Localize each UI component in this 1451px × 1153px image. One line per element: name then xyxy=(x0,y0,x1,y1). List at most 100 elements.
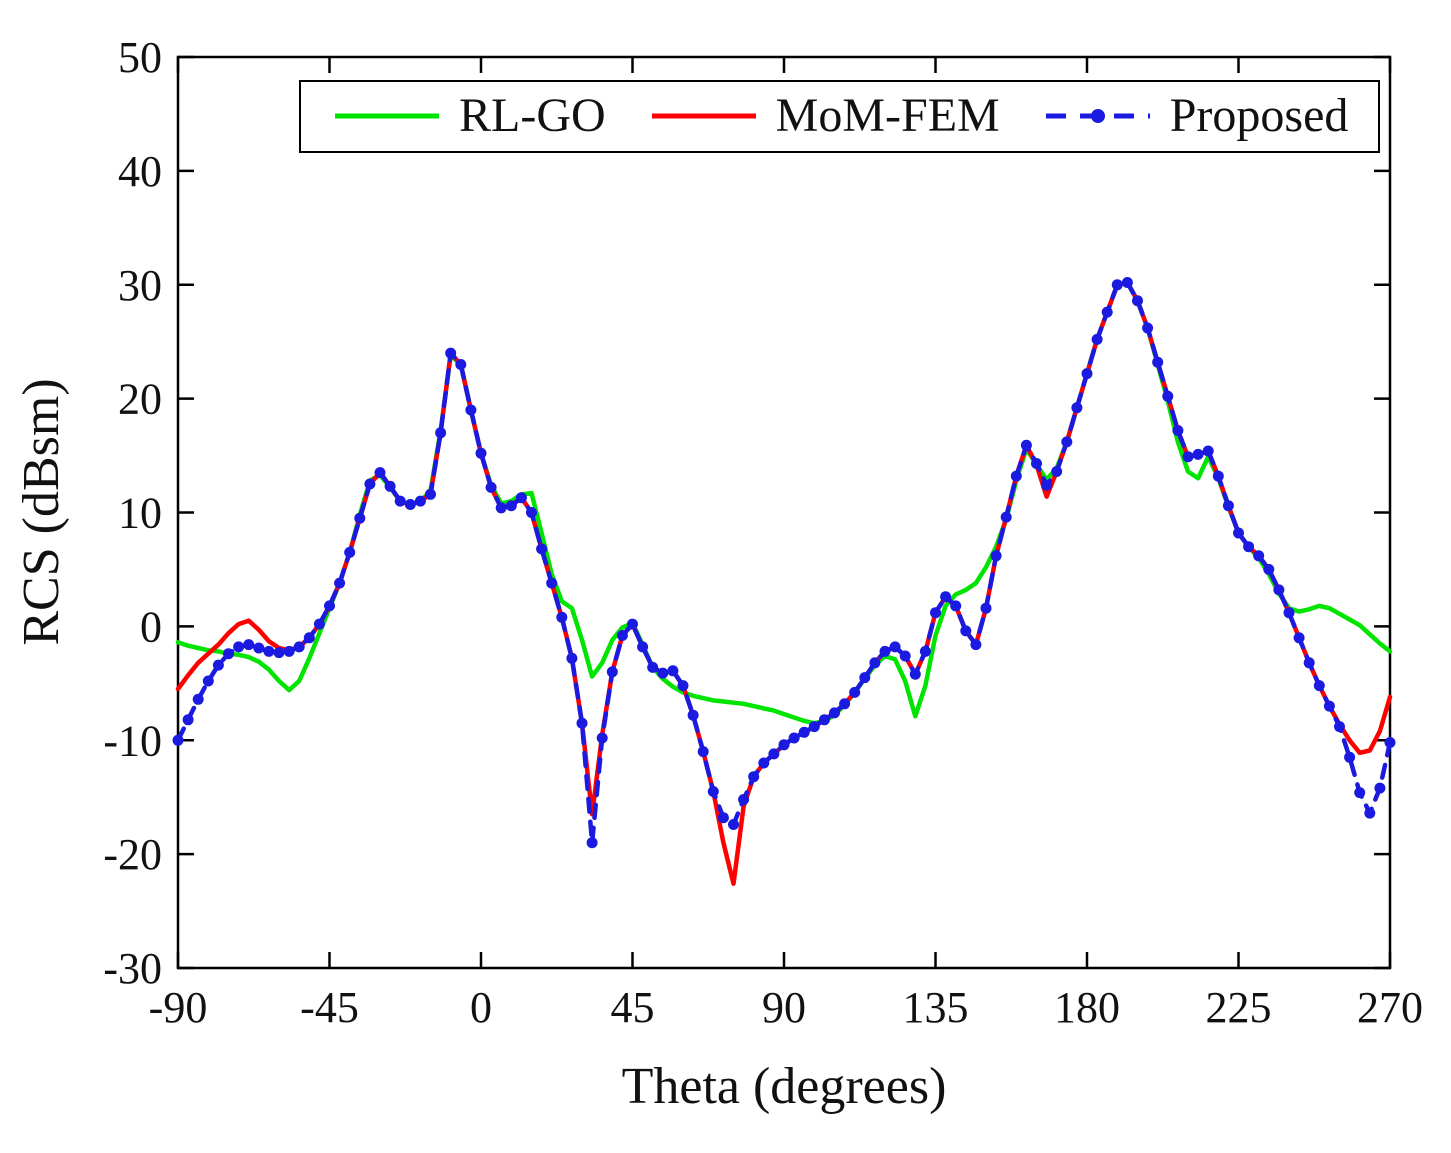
data-point-marker xyxy=(435,427,447,439)
data-point-marker xyxy=(445,347,457,359)
data-point-marker xyxy=(404,499,416,510)
y-tick-label: 40 xyxy=(118,147,162,196)
data-point-marker xyxy=(627,618,638,630)
data-point-marker xyxy=(344,546,356,558)
data-point-marker xyxy=(1081,368,1093,380)
data-point-marker xyxy=(728,819,739,830)
legend-item-proposed: Proposed xyxy=(1042,89,1348,143)
data-point-marker xyxy=(818,714,830,726)
data-point-marker xyxy=(212,659,224,671)
data-point-marker xyxy=(859,672,871,684)
mom-fem-line-sample-icon xyxy=(651,113,756,119)
proposed-line-sample-icon xyxy=(1045,109,1150,124)
data-point-marker xyxy=(505,500,517,512)
data-point-marker xyxy=(536,543,548,555)
data-point-marker xyxy=(182,714,194,726)
data-point-marker xyxy=(1192,448,1204,460)
x-tick-label: 225 xyxy=(1206,983,1272,1032)
data-point-marker xyxy=(960,625,972,637)
data-point-marker xyxy=(192,693,204,705)
data-point-marker xyxy=(919,645,931,657)
data-point-marker xyxy=(303,632,315,644)
data-point-marker xyxy=(869,657,881,669)
data-point-marker xyxy=(637,641,649,653)
data-point-marker xyxy=(798,726,810,738)
data-point-marker xyxy=(1132,295,1143,307)
data-point-marker xyxy=(354,512,366,524)
data-point-marker xyxy=(223,648,234,660)
y-tick-label: 10 xyxy=(118,489,162,538)
data-point-marker xyxy=(1283,607,1295,619)
data-point-marker xyxy=(243,639,255,651)
rl-go-line-sample-icon xyxy=(335,113,439,119)
legend-label-mom-fem: MoM-FEM xyxy=(775,89,1000,142)
data-point-marker xyxy=(990,550,1002,562)
data-point-marker xyxy=(475,447,487,459)
x-tick-label: 90 xyxy=(762,983,806,1032)
data-point-marker xyxy=(1303,657,1315,669)
y-tick-label: 50 xyxy=(118,33,162,82)
data-point-marker xyxy=(526,507,537,518)
legend-item-rl-go: RL-GO xyxy=(331,89,606,143)
data-point-marker xyxy=(1000,511,1012,523)
data-point-marker xyxy=(455,359,467,370)
y-tick-label: 0 xyxy=(140,602,162,651)
data-point-marker xyxy=(707,786,719,797)
data-point-marker xyxy=(940,591,952,603)
data-point-marker xyxy=(1243,541,1255,553)
x-tick-label: -45 xyxy=(300,983,359,1032)
data-point-marker xyxy=(697,746,709,758)
y-tick-label: -30 xyxy=(103,944,162,993)
data-point-marker xyxy=(394,495,406,507)
x-tick-label: 45 xyxy=(611,983,655,1032)
series-rl-go-line xyxy=(175,280,1393,726)
data-point-marker xyxy=(1041,479,1053,491)
data-point-marker xyxy=(1354,787,1366,799)
data-point-marker xyxy=(667,665,679,677)
legend-label-rl-go: RL-GO xyxy=(459,89,606,142)
data-point-marker xyxy=(1121,277,1133,288)
data-point-marker xyxy=(1172,425,1184,436)
data-point-marker xyxy=(1142,322,1154,334)
data-point-marker xyxy=(657,667,669,679)
data-point-marker xyxy=(1152,356,1164,368)
data-point-marker xyxy=(788,732,800,744)
data-point-marker xyxy=(606,666,618,678)
axes-layer: -90 -45 0 45 90 135 180 225 270 -30 -20 -10 0 10 20 30 4… xyxy=(103,33,1423,1032)
x-tick-label: 270 xyxy=(1357,983,1423,1032)
data-point-marker xyxy=(324,600,335,612)
data-point-marker xyxy=(233,641,245,653)
data-point-marker xyxy=(1374,782,1386,794)
data-point-marker xyxy=(596,732,608,744)
data-point-marker xyxy=(202,675,214,687)
data-point-marker xyxy=(1091,333,1103,345)
data-point-marker xyxy=(1101,306,1113,318)
data-point-marker xyxy=(748,771,760,783)
x-tick-label: 135 xyxy=(903,983,969,1032)
y-tick-label: -20 xyxy=(103,830,162,879)
data-point-marker xyxy=(808,721,820,733)
data-point-marker xyxy=(1212,470,1224,482)
data-point-marker xyxy=(283,645,295,657)
data-point-marker xyxy=(374,467,386,479)
data-point-marker xyxy=(263,645,275,657)
data-point-marker xyxy=(1263,563,1275,575)
series-proposed-markers xyxy=(172,277,1396,849)
data-point-marker xyxy=(1233,527,1244,539)
data-point-marker xyxy=(879,645,891,657)
data-point-marker xyxy=(313,618,325,630)
data-point-marker xyxy=(1031,458,1042,469)
data-point-marker xyxy=(1051,466,1063,477)
data-point-marker xyxy=(556,611,568,623)
data-point-marker xyxy=(364,478,376,490)
legend: RL-GO MoM-FEM Proposed xyxy=(299,80,1381,153)
data-point-marker xyxy=(172,734,184,746)
data-point-marker xyxy=(889,641,901,653)
x-tick-label: -90 xyxy=(149,983,208,1032)
data-point-marker xyxy=(849,686,861,698)
data-point-marker xyxy=(1111,279,1123,291)
data-point-marker xyxy=(647,661,659,673)
data-point-marker xyxy=(768,748,780,760)
data-point-marker xyxy=(384,480,396,492)
